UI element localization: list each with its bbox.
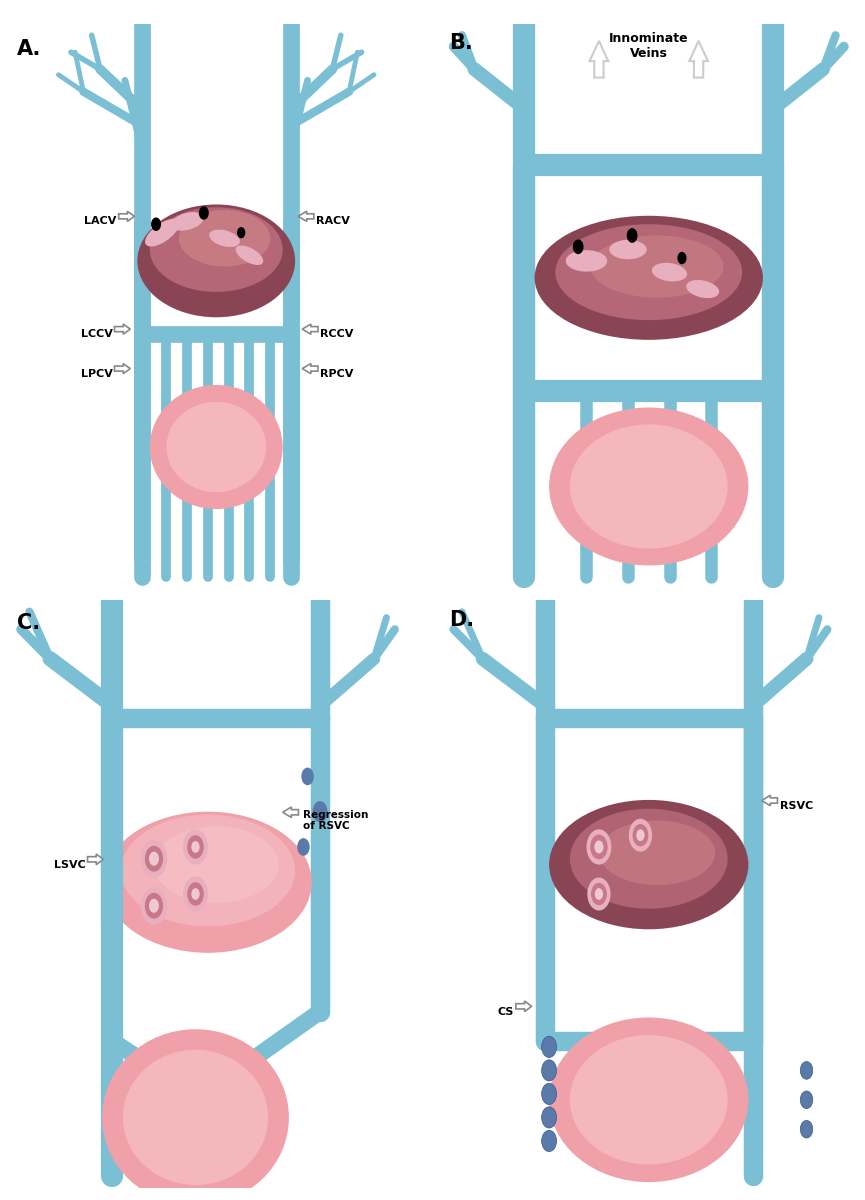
Polygon shape <box>689 41 708 78</box>
Ellipse shape <box>535 216 763 340</box>
Polygon shape <box>590 41 608 78</box>
Text: CS: CS <box>497 1007 514 1016</box>
Ellipse shape <box>570 1036 727 1164</box>
Circle shape <box>632 824 649 846</box>
Ellipse shape <box>170 212 203 230</box>
Text: RSVC: RSVC <box>779 800 813 811</box>
Ellipse shape <box>570 425 727 548</box>
Ellipse shape <box>599 821 715 886</box>
Ellipse shape <box>686 280 719 298</box>
Ellipse shape <box>652 263 687 282</box>
Circle shape <box>629 818 652 852</box>
Text: RPCV: RPCV <box>320 368 354 379</box>
Ellipse shape <box>235 246 263 265</box>
Circle shape <box>151 217 161 230</box>
Ellipse shape <box>121 815 295 926</box>
Circle shape <box>595 888 603 900</box>
Text: LSVC: LSVC <box>54 859 86 870</box>
Circle shape <box>800 1121 813 1138</box>
Circle shape <box>141 840 167 877</box>
Ellipse shape <box>145 218 179 246</box>
Polygon shape <box>302 364 318 373</box>
Text: B.: B. <box>450 34 473 53</box>
Circle shape <box>183 876 208 912</box>
Ellipse shape <box>549 408 748 565</box>
Ellipse shape <box>102 1030 289 1200</box>
Polygon shape <box>516 1001 532 1012</box>
Circle shape <box>637 829 644 841</box>
Circle shape <box>541 1130 556 1152</box>
Circle shape <box>237 227 246 239</box>
Circle shape <box>591 883 607 905</box>
Ellipse shape <box>555 224 742 320</box>
Circle shape <box>587 877 611 911</box>
Circle shape <box>312 802 328 822</box>
Circle shape <box>677 252 687 264</box>
Ellipse shape <box>609 240 647 259</box>
Circle shape <box>149 899 159 913</box>
Text: RACV: RACV <box>316 216 349 227</box>
Polygon shape <box>87 854 103 864</box>
Circle shape <box>191 888 200 900</box>
Ellipse shape <box>179 210 270 266</box>
Ellipse shape <box>154 827 279 902</box>
Circle shape <box>541 1084 556 1104</box>
Polygon shape <box>302 324 318 334</box>
Circle shape <box>594 840 604 853</box>
Polygon shape <box>114 364 131 373</box>
Ellipse shape <box>591 235 723 298</box>
Text: C.: C. <box>17 613 40 634</box>
Ellipse shape <box>549 1018 748 1182</box>
Circle shape <box>141 887 167 924</box>
Circle shape <box>144 893 163 919</box>
Ellipse shape <box>150 208 283 292</box>
Circle shape <box>187 835 204 859</box>
Ellipse shape <box>209 229 240 247</box>
Polygon shape <box>298 211 314 221</box>
Polygon shape <box>283 806 298 817</box>
Circle shape <box>800 1062 813 1079</box>
Text: D.: D. <box>450 611 475 630</box>
Circle shape <box>800 1091 813 1109</box>
Polygon shape <box>119 211 134 221</box>
Circle shape <box>590 835 607 859</box>
Circle shape <box>199 206 208 220</box>
Circle shape <box>191 841 200 853</box>
Text: Regression
of RSVC: Regression of RSVC <box>304 810 368 832</box>
Text: RCCV: RCCV <box>320 329 354 340</box>
Polygon shape <box>114 324 131 334</box>
Ellipse shape <box>123 1050 268 1186</box>
Text: LACV: LACV <box>84 216 117 227</box>
Ellipse shape <box>566 250 607 271</box>
Circle shape <box>573 240 584 254</box>
Text: A.: A. <box>17 40 42 59</box>
Text: LPCV: LPCV <box>80 368 112 379</box>
Text: Innominate
Veins: Innominate Veins <box>609 32 689 60</box>
Circle shape <box>144 846 163 871</box>
Circle shape <box>541 1037 556 1057</box>
Circle shape <box>586 829 612 864</box>
Circle shape <box>298 838 310 856</box>
Ellipse shape <box>104 811 311 953</box>
Ellipse shape <box>166 402 266 492</box>
Circle shape <box>149 852 159 865</box>
Ellipse shape <box>549 800 748 929</box>
Circle shape <box>541 1060 556 1081</box>
Circle shape <box>627 228 638 242</box>
Circle shape <box>187 882 204 906</box>
Circle shape <box>301 768 314 785</box>
Ellipse shape <box>138 204 295 317</box>
Ellipse shape <box>150 385 283 509</box>
Ellipse shape <box>570 809 727 908</box>
Polygon shape <box>762 796 778 806</box>
Text: LCCV: LCCV <box>80 329 112 340</box>
Circle shape <box>541 1106 556 1128</box>
Circle shape <box>183 829 208 864</box>
